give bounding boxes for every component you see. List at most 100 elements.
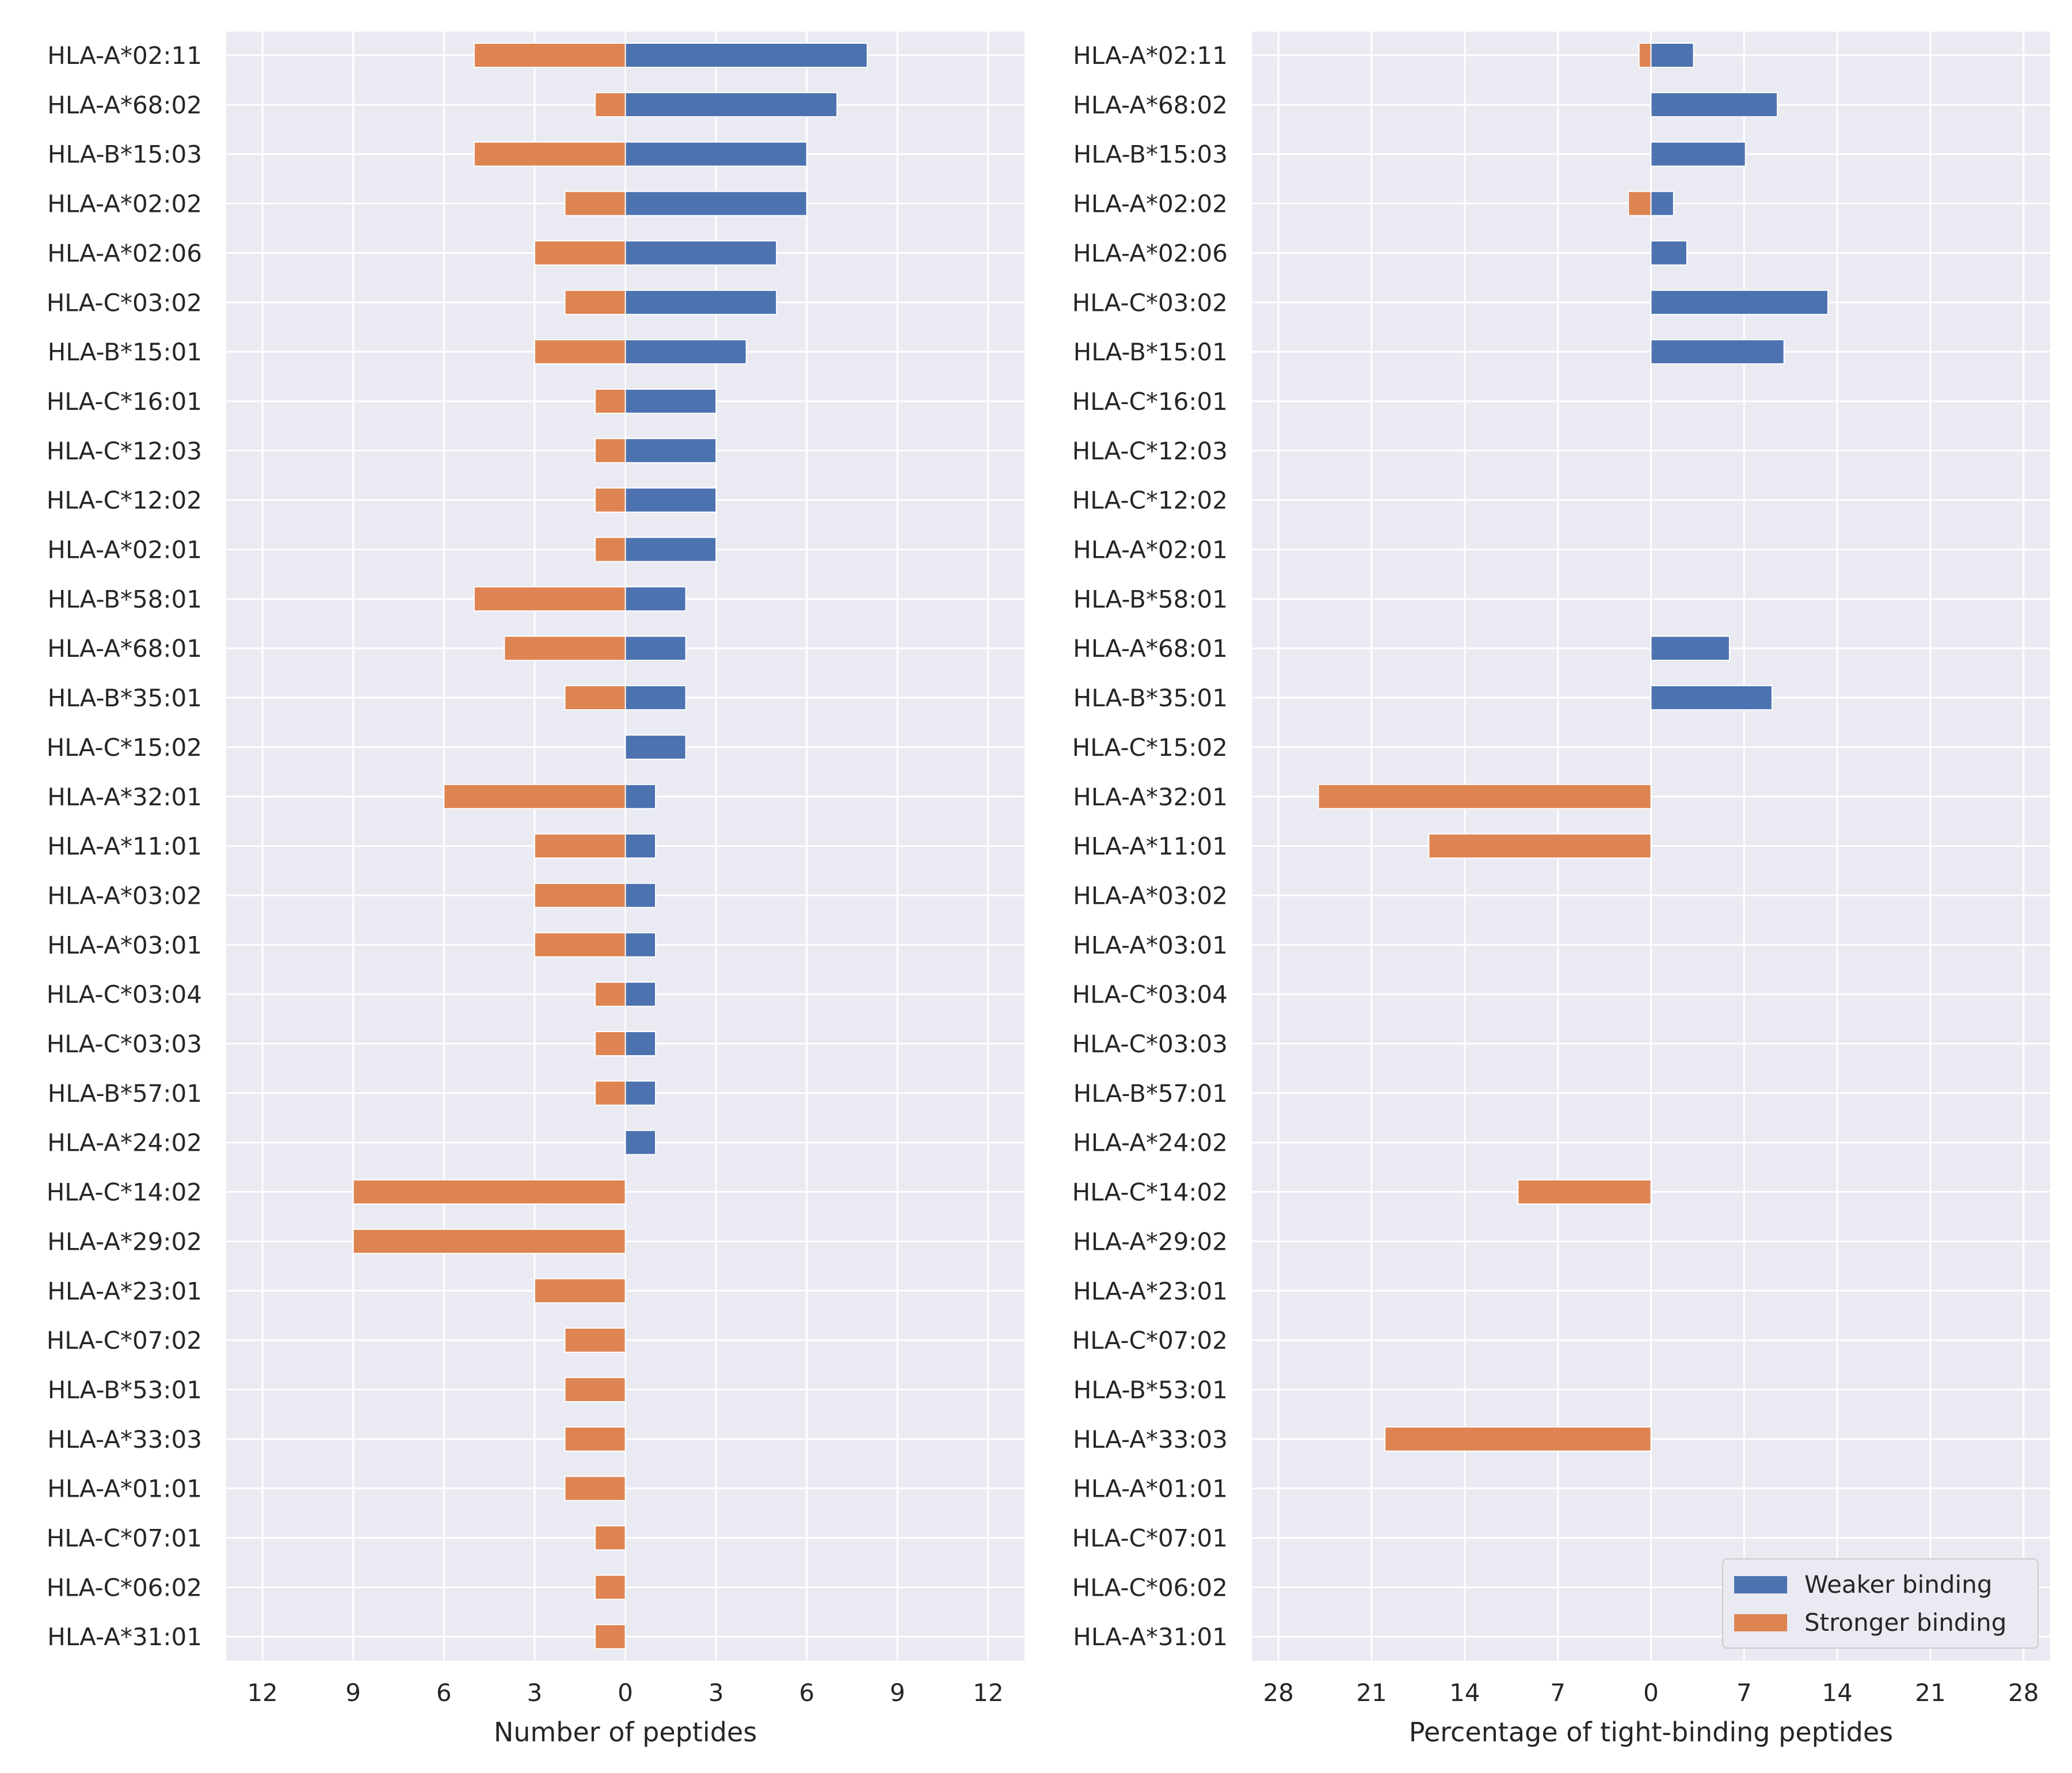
x-tick-label: 28 [2008,1679,2039,1707]
category-label: HLA-A*31:01 [47,1623,202,1651]
stronger-binding-bar [564,685,626,711]
category-label: HLA-C*12:02 [47,486,202,515]
weaker-binding-bar [624,1080,657,1106]
stronger-binding-bar [443,783,626,809]
category-label: HLA-C*03:03 [47,1030,202,1058]
category-label: HLA-C*07:02 [1072,1326,1228,1355]
category-label: HLA-A*02:06 [47,239,202,267]
category-label: HLA-A*68:02 [1073,91,1228,119]
weaker-binding-bar [1650,43,1694,68]
stronger-binding-bar [594,388,626,414]
category-label: HLA-C*03:04 [1072,980,1228,1009]
category-label: HLA-A*32:01 [1073,783,1228,811]
stronger-binding-bar [594,537,626,562]
category-label: HLA-B*15:03 [48,140,202,169]
x-tick-label: 12 [973,1679,1003,1707]
weaker-binding-bar [624,339,747,365]
category-label: HLA-A*23:01 [47,1277,202,1305]
chart-panel-2: HLA-A*02:11 HLA-A*68:02 HLA-B*15:03 HLA-A*0… [1072,32,2050,1748]
category-label: HLA-C*16:01 [47,387,202,416]
category-label: HLA-B*15:01 [48,338,202,366]
category-label: HLA-A*33:03 [47,1425,202,1454]
weaker-binding-bar [624,240,778,266]
category-label: HLA-C*12:02 [1072,486,1228,515]
stronger-binding-bar [594,1574,626,1600]
category-label: HLA-B*58:01 [1073,585,1228,613]
category-label: HLA-B*35:01 [1073,684,1228,712]
category-label: HLA-B*53:01 [1073,1376,1228,1404]
x-tick-label: 0 [618,1679,633,1707]
category-label: HLA-A*02:11 [47,41,202,70]
weaker-binding-bar [624,783,657,809]
stronger-binding-bar [1317,783,1652,809]
category-label: HLA-C*12:03 [1072,437,1228,465]
category-label: HLA-A*68:02 [47,91,202,119]
weaker-binding-bar [624,734,687,760]
stronger-binding-bar [1638,43,1652,68]
stronger-binding-bar [594,1080,626,1106]
weaker-binding-bar [624,388,717,414]
category-label: HLA-C*06:02 [47,1573,202,1601]
category-label: HLA-A*24:02 [1073,1129,1228,1157]
legend-box [1722,1558,2039,1649]
x-tick-label: 12 [247,1679,277,1707]
category-label: HLA-C*15:02 [47,733,202,762]
category-label: HLA-A*02:02 [47,190,202,218]
category-label: HLA-B*58:01 [48,585,202,613]
category-label: HLA-C*07:01 [47,1524,202,1553]
category-label: HLA-A*03:02 [1073,881,1228,910]
stronger-binding-bar [564,191,626,216]
weaker-binding-bar [624,141,808,167]
x-tick-label: 7 [1736,1679,1752,1707]
stronger-binding-bar [594,487,626,513]
stronger-binding-bar [564,290,626,315]
weaker-binding-bar [624,437,717,463]
category-label: HLA-C*14:02 [47,1178,202,1207]
category-label: HLA-B*15:01 [1073,338,1228,366]
weaker-binding-bar [624,191,808,216]
category-label: HLA-A*23:01 [1073,1277,1228,1305]
category-label: HLA-A*11:01 [47,832,202,861]
stronger-binding-bar [1628,191,1652,216]
stronger-binding-bar [534,833,626,859]
legend-label-stronger: Stronger binding [1804,1608,2006,1637]
category-label: HLA-C*03:02 [1072,288,1228,317]
weaker-binding-bar [624,882,657,908]
stronger-binding-bar [352,1179,626,1205]
stronger-binding-bar [594,92,626,117]
stronger-binding-bar [594,1031,626,1056]
stronger-binding-bar [594,437,626,463]
weaker-binding-bar [1650,240,1688,266]
stronger-binding-bar [564,1376,626,1402]
category-label: HLA-A*31:01 [1073,1623,1228,1651]
x-tick-label: 0 [1643,1679,1659,1707]
weaker-binding-bar [624,833,657,859]
x-tick-label: 28 [1263,1679,1294,1707]
stronger-binding-bar [594,1525,626,1551]
category-label: HLA-B*15:03 [1073,140,1228,169]
weaker-binding-bar [1650,685,1773,711]
weaker-binding-bar [624,43,868,68]
category-label: HLA-A*01:01 [47,1475,202,1503]
category-label: HLA-A*01:01 [1073,1475,1228,1503]
x-tick-label: 21 [1915,1679,1945,1707]
category-label: HLA-B*57:01 [1073,1079,1228,1108]
category-label: HLA-A*32:01 [47,783,202,811]
x-tick-label: 14 [1822,1679,1852,1707]
category-label: HLA-A*11:01 [1073,832,1228,861]
category-label: HLA-A*68:01 [47,634,202,663]
category-label: HLA-A*02:11 [1073,41,1228,70]
weaker-binding-bar [624,1129,657,1155]
weaker-binding-bar [1650,141,1746,167]
legend-label-weaker: Weaker binding [1804,1570,1992,1599]
category-label: HLA-A*03:02 [47,881,202,910]
x-tick-label: 9 [345,1679,361,1707]
category-label: HLA-C*14:02 [1072,1178,1228,1207]
stronger-binding-bar [1517,1179,1652,1205]
stronger-binding-bar [534,882,626,908]
stronger-binding-bar [564,1475,626,1501]
x-tick-label: 6 [436,1679,452,1707]
category-label: HLA-A*29:02 [47,1227,202,1255]
